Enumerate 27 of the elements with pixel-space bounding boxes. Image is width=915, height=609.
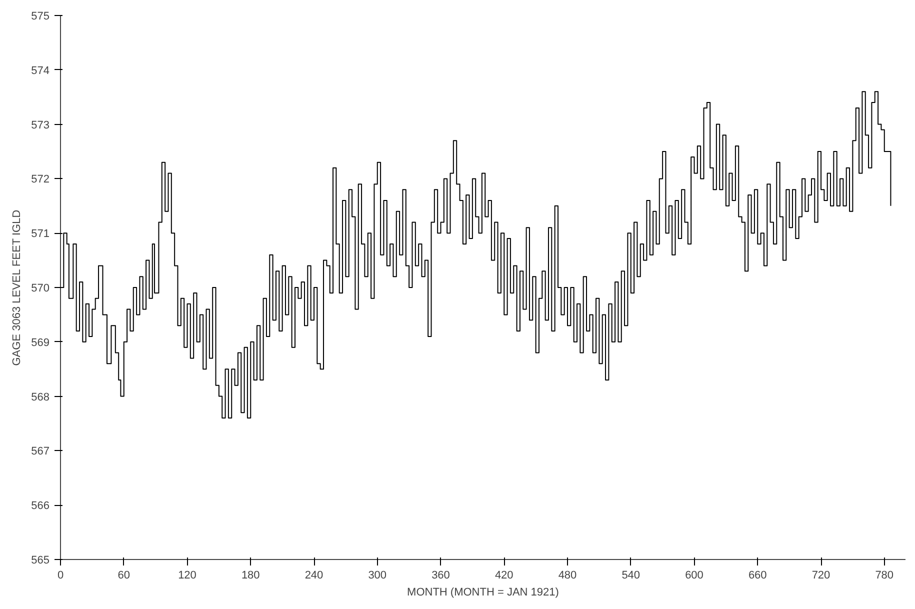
y-tick-label: 572 (31, 174, 50, 186)
x-tick-label: 180 (241, 570, 260, 582)
y-tick-label: 568 (31, 391, 50, 404)
x-tick-label: 660 (748, 570, 767, 582)
y-tick-label: 573 (31, 119, 50, 132)
x-axis-title: MONTH (MONTH = JAN 1921) (407, 586, 559, 598)
y-tick-label: 566 (31, 500, 50, 512)
y-axis-title: GAGE 3063 LEVEL FEET IGLD (11, 210, 24, 366)
y-tick-label: 570 (31, 282, 50, 294)
x-tick-label: 300 (368, 570, 387, 582)
x-tick-label: 420 (494, 570, 514, 582)
x-tick-label: 600 (685, 570, 704, 582)
x-tick-label: 540 (622, 570, 640, 582)
y-tick-label: 571 (31, 228, 50, 240)
y-tick-label: 569 (31, 336, 50, 349)
x-tick-label: 0 (57, 570, 64, 582)
y-tick-label: 575 (31, 10, 50, 22)
x-tick-label: 360 (432, 570, 450, 582)
y-tick-label: 567 (31, 446, 50, 458)
y-tick-label: 565 (31, 554, 50, 566)
y-tick-label: 574 (31, 64, 50, 77)
x-tick-label: 780 (875, 570, 894, 582)
x-tick-label: 720 (812, 570, 830, 582)
x-tick-label: 480 (558, 570, 577, 582)
x-tick-label: 120 (178, 570, 196, 582)
x-tick-label: 60 (118, 570, 130, 582)
x-tick-label: 240 (304, 570, 324, 582)
